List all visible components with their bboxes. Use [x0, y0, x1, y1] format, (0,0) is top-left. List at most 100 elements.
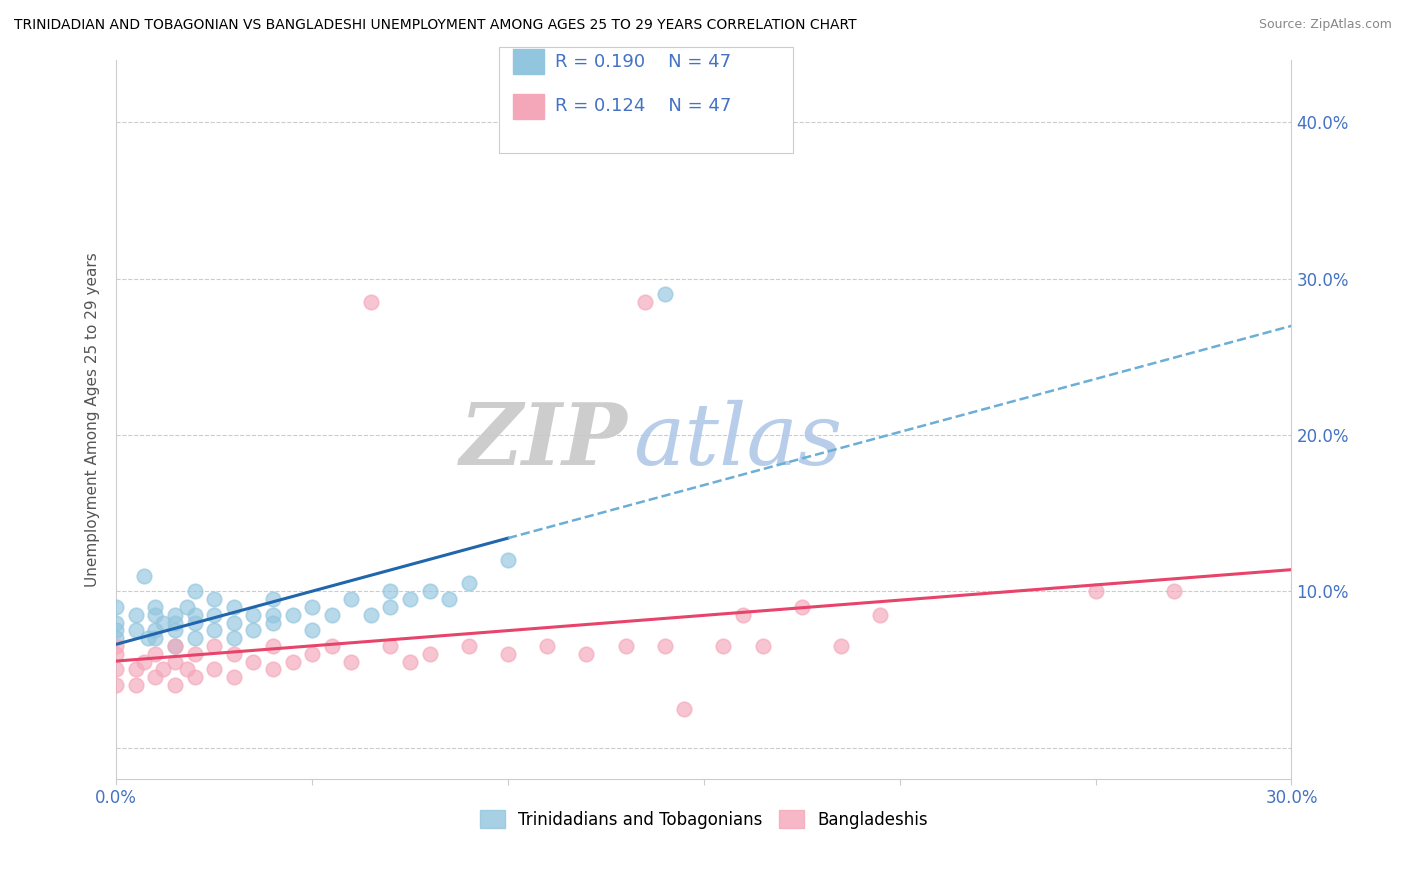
- Point: [419, 647, 441, 661]
- Point: [281, 655, 304, 669]
- Point: [202, 624, 225, 638]
- Point: [634, 295, 657, 310]
- Point: [575, 647, 598, 661]
- Point: [183, 607, 205, 622]
- Point: [105, 631, 128, 645]
- Point: [222, 599, 245, 614]
- Point: [360, 607, 382, 622]
- Point: [242, 607, 264, 622]
- Point: [145, 670, 167, 684]
- Point: [654, 287, 676, 301]
- Text: R = 0.190    N = 47: R = 0.190 N = 47: [555, 53, 731, 70]
- Point: [614, 639, 637, 653]
- Point: [340, 592, 363, 607]
- Y-axis label: Unemployment Among Ages 25 to 29 years: Unemployment Among Ages 25 to 29 years: [86, 252, 100, 587]
- Point: [163, 624, 186, 638]
- Point: [183, 584, 205, 599]
- Point: [301, 599, 323, 614]
- Point: [419, 584, 441, 599]
- Point: [132, 655, 155, 669]
- Point: [145, 599, 167, 614]
- Point: [439, 592, 461, 607]
- Point: [163, 607, 186, 622]
- Point: [673, 701, 696, 715]
- Point: [360, 295, 382, 310]
- Point: [790, 599, 813, 614]
- Point: [399, 592, 422, 607]
- Point: [163, 655, 186, 669]
- Point: [125, 663, 148, 677]
- Point: [301, 624, 323, 638]
- Point: [222, 615, 245, 630]
- Point: [202, 663, 225, 677]
- Point: [654, 639, 676, 653]
- Point: [713, 639, 735, 653]
- Point: [457, 576, 479, 591]
- Legend: Trinidadians and Tobagonians, Bangladeshis: Trinidadians and Tobagonians, Bangladesh…: [472, 804, 935, 835]
- Point: [262, 663, 284, 677]
- Point: [136, 631, 159, 645]
- Point: [262, 607, 284, 622]
- Text: Source: ZipAtlas.com: Source: ZipAtlas.com: [1258, 18, 1392, 31]
- Point: [183, 615, 205, 630]
- Point: [399, 655, 422, 669]
- Point: [222, 631, 245, 645]
- Point: [163, 639, 186, 653]
- Point: [183, 647, 205, 661]
- Point: [125, 678, 148, 692]
- Point: [262, 615, 284, 630]
- Point: [105, 599, 128, 614]
- Point: [830, 639, 852, 653]
- Point: [152, 615, 174, 630]
- Point: [380, 599, 402, 614]
- Point: [751, 639, 773, 653]
- Point: [1084, 584, 1107, 599]
- Point: [105, 615, 128, 630]
- Point: [105, 647, 128, 661]
- Point: [202, 607, 225, 622]
- Point: [145, 631, 167, 645]
- Point: [731, 607, 754, 622]
- Point: [183, 670, 205, 684]
- Point: [145, 607, 167, 622]
- Point: [105, 624, 128, 638]
- Point: [301, 647, 323, 661]
- Point: [163, 639, 186, 653]
- Point: [321, 607, 343, 622]
- Point: [125, 624, 148, 638]
- Point: [496, 553, 519, 567]
- Point: [145, 624, 167, 638]
- Point: [281, 607, 304, 622]
- Point: [262, 592, 284, 607]
- Point: [242, 624, 264, 638]
- Point: [202, 639, 225, 653]
- Point: [321, 639, 343, 653]
- Point: [176, 599, 198, 614]
- Point: [163, 615, 186, 630]
- Point: [183, 631, 205, 645]
- Point: [380, 639, 402, 653]
- Point: [222, 670, 245, 684]
- Text: TRINIDADIAN AND TOBAGONIAN VS BANGLADESHI UNEMPLOYMENT AMONG AGES 25 TO 29 YEARS: TRINIDADIAN AND TOBAGONIAN VS BANGLADESH…: [14, 18, 856, 32]
- Point: [1163, 584, 1185, 599]
- Point: [536, 639, 558, 653]
- Point: [496, 647, 519, 661]
- Point: [105, 663, 128, 677]
- Point: [457, 639, 479, 653]
- Point: [163, 678, 186, 692]
- Point: [262, 639, 284, 653]
- Point: [380, 584, 402, 599]
- Point: [145, 647, 167, 661]
- Text: R = 0.124    N = 47: R = 0.124 N = 47: [555, 97, 731, 115]
- Point: [176, 663, 198, 677]
- Text: atlas: atlas: [633, 400, 842, 483]
- Point: [105, 639, 128, 653]
- Point: [222, 647, 245, 661]
- Point: [242, 655, 264, 669]
- Point: [125, 607, 148, 622]
- Point: [340, 655, 363, 669]
- Text: ZIP: ZIP: [460, 399, 627, 483]
- Point: [152, 663, 174, 677]
- Point: [202, 592, 225, 607]
- Point: [132, 568, 155, 582]
